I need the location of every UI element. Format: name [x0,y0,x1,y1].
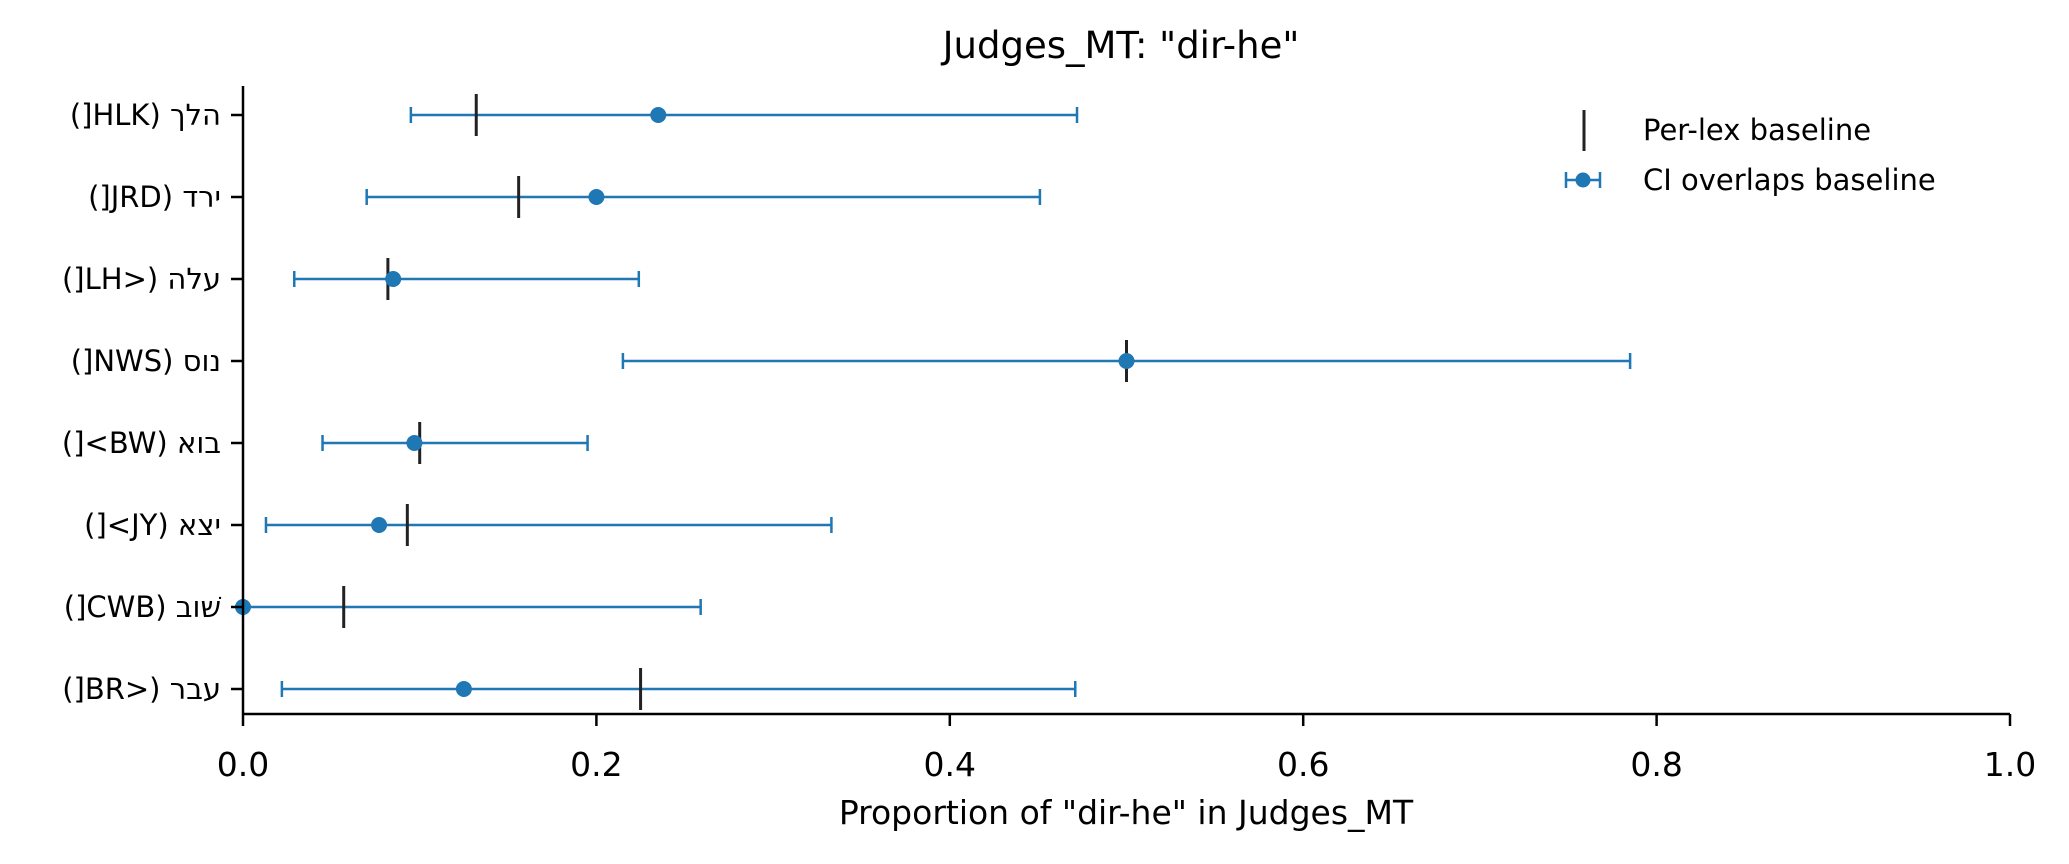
x-axis-label: Proportion of "dir-he" in Judges_MT [839,793,1414,832]
category-label: שׁוב (CWB[) [64,590,222,624]
data-point [1118,353,1135,369]
category-label: עלה (<LH[) [62,262,221,296]
x-tick-label: 0.8 [1630,745,1682,784]
data-point [406,435,423,451]
x-tick-label: 0.4 [924,745,976,784]
legend-ci-marker [1564,172,1602,188]
legend-baseline-label: Per-lex baseline [1643,113,1871,147]
x-tick-label: 0.2 [570,745,622,784]
category-label: יצא (JY>[) [84,508,221,542]
category-label: עבר (<BR[) [62,672,221,706]
category-label: הלך (HLK[) [70,98,221,132]
data-point [385,271,402,287]
x-ticks: 0.0 0.2 0.4 0.6 0.8 1.0 [217,714,2036,784]
x-tick-label: 0.0 [217,745,269,784]
data-point [588,189,605,205]
data-point [371,517,388,533]
plot-area [235,94,1632,710]
y-tick-labels: הלך (HLK[) ירד (JRD[) עלה (<LH[) נוס (NWS[)… [62,98,243,706]
data-point [650,107,667,123]
category-label: בוא (BW>[) [62,426,221,460]
x-tick-label: 1.0 [1984,745,2036,784]
category-label: נוס (NWS[) [71,344,221,378]
data-point [455,681,472,697]
legend-ci-label: CI overlaps baseline [1643,163,1936,197]
legend: Per-lex baseline CI overlaps baseline [1564,110,1936,197]
chart-title: Judges_MT: "dir-he" [941,24,1300,67]
x-tick-label: 0.6 [1277,745,1329,784]
category-label: ירד (JRD[) [88,180,221,214]
